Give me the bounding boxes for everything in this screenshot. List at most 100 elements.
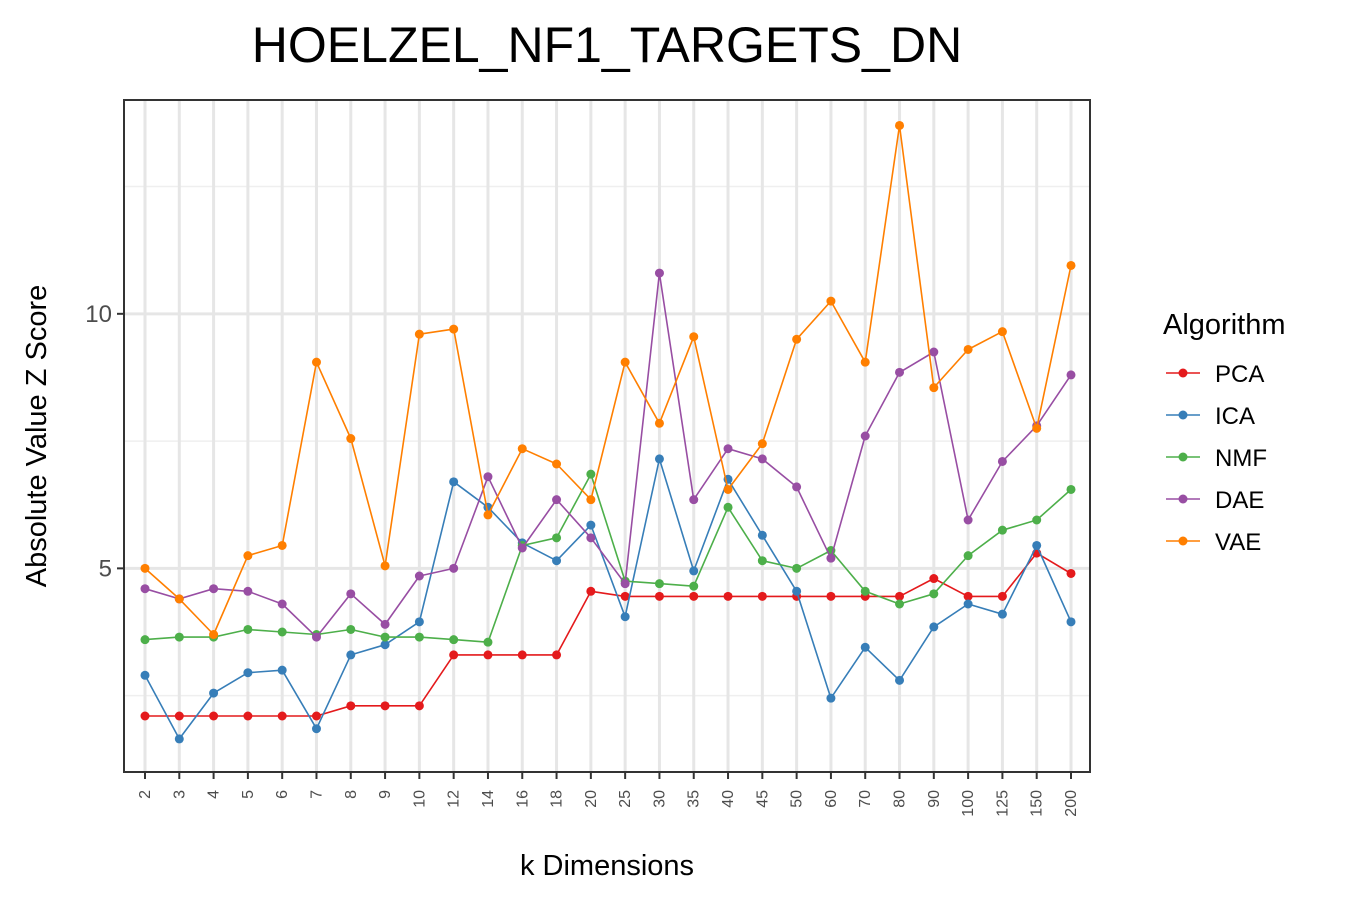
data-point-ica (997, 609, 1007, 619)
data-point-vae (311, 357, 321, 367)
x-tick-label: 150 (1029, 790, 1046, 817)
data-point-vae (449, 324, 459, 334)
data-point-pca (140, 711, 150, 721)
data-point-ica (174, 734, 184, 744)
data-point-ica (1066, 617, 1076, 627)
data-point-vae (243, 551, 253, 561)
x-tick-label: 80 (892, 790, 909, 808)
data-point-vae (963, 344, 973, 354)
data-point-nmf (346, 624, 356, 634)
data-point-vae (414, 329, 424, 339)
legend-label-dae: DAE (1215, 487, 1264, 514)
x-tick-label: 5 (240, 790, 257, 799)
data-point-ica (414, 617, 424, 627)
data-point-dae (689, 495, 699, 505)
data-point-dae (277, 599, 287, 609)
data-point-dae (517, 543, 527, 553)
data-point-ica (1032, 540, 1042, 550)
data-point-ica (140, 670, 150, 680)
chart-title: HOELZEL_NF1_TARGETS_DN (252, 17, 962, 73)
x-tick-label: 10 (411, 790, 428, 808)
data-point-dae (895, 367, 905, 377)
data-point-pca (277, 711, 287, 721)
data-point-nmf (654, 579, 664, 589)
data-point-pca (346, 701, 356, 711)
data-point-vae (997, 327, 1007, 337)
data-point-pca (552, 650, 562, 660)
data-point-vae (140, 563, 150, 573)
x-tick-label: 25 (617, 790, 634, 808)
data-point-nmf (483, 637, 493, 647)
legend-title: Algorithm (1163, 309, 1286, 341)
data-point-dae (723, 444, 733, 454)
series-line-pca (145, 552, 1072, 717)
data-point-vae (723, 484, 733, 494)
data-point-nmf (243, 624, 253, 634)
data-point-ica (586, 520, 596, 530)
data-point-dae (997, 456, 1007, 466)
legend-marker-nmf (1178, 452, 1188, 462)
data-point-vae (346, 434, 356, 444)
legend-marker-ica (1178, 410, 1188, 420)
data-point-nmf (689, 581, 699, 591)
x-axis-title: k Dimensions (520, 850, 694, 882)
data-point-ica (757, 530, 767, 540)
data-point-pca (483, 650, 493, 660)
data-point-dae (792, 482, 802, 492)
plot-area (123, 99, 1091, 773)
x-tick-label: 4 (206, 790, 223, 799)
data-point-nmf (792, 563, 802, 573)
data-point-pca (963, 591, 973, 601)
data-point-dae (209, 584, 219, 594)
plot-border (123, 99, 1091, 773)
x-tick-label: 100 (960, 790, 977, 817)
data-point-ica (277, 665, 287, 675)
legend-label-ica: ICA (1215, 403, 1255, 430)
data-point-dae (1066, 370, 1076, 380)
x-tick-label: 90 (926, 790, 943, 808)
data-point-pca (414, 701, 424, 711)
data-point-nmf (929, 589, 939, 599)
x-tick-label: 40 (720, 790, 737, 808)
data-point-dae (963, 515, 973, 525)
data-point-nmf (860, 586, 870, 596)
grid-layer (124, 100, 1090, 772)
data-point-dae (243, 586, 253, 596)
data-point-ica (689, 566, 699, 576)
data-point-dae (757, 454, 767, 464)
data-point-dae (552, 495, 562, 505)
data-point-ica (654, 454, 664, 464)
data-point-pca (311, 711, 321, 721)
data-point-dae (414, 571, 424, 581)
data-point-vae (860, 357, 870, 367)
data-point-pca (895, 591, 905, 601)
x-tick-label: 8 (343, 790, 360, 799)
data-point-vae (929, 383, 939, 393)
data-point-nmf (997, 525, 1007, 535)
data-point-dae (620, 579, 630, 589)
y-axis-title: Absolute Value Z Score (21, 285, 53, 588)
legend-label-nmf: NMF (1215, 445, 1267, 472)
data-point-dae (449, 563, 459, 573)
data-point-vae (895, 120, 905, 130)
x-tick-label: 200 (1063, 790, 1080, 817)
x-tick-label: 2 (137, 790, 154, 799)
data-point-nmf (380, 632, 390, 642)
data-point-pca (757, 591, 767, 601)
data-point-pca (380, 701, 390, 711)
x-tick-label: 18 (549, 790, 566, 808)
data-point-dae (346, 589, 356, 599)
data-point-nmf (895, 599, 905, 609)
data-point-pca (997, 591, 1007, 601)
x-tick-label: 70 (857, 790, 874, 808)
data-point-pca (620, 591, 630, 601)
data-point-ica (620, 612, 630, 622)
data-point-ica (380, 640, 390, 650)
data-point-ica (860, 642, 870, 652)
data-point-nmf (414, 632, 424, 642)
x-tick-label: 45 (754, 790, 771, 808)
x-tick-label: 35 (686, 790, 703, 808)
data-point-nmf (1032, 515, 1042, 525)
data-point-vae (1032, 423, 1042, 433)
series-layer (140, 120, 1076, 744)
